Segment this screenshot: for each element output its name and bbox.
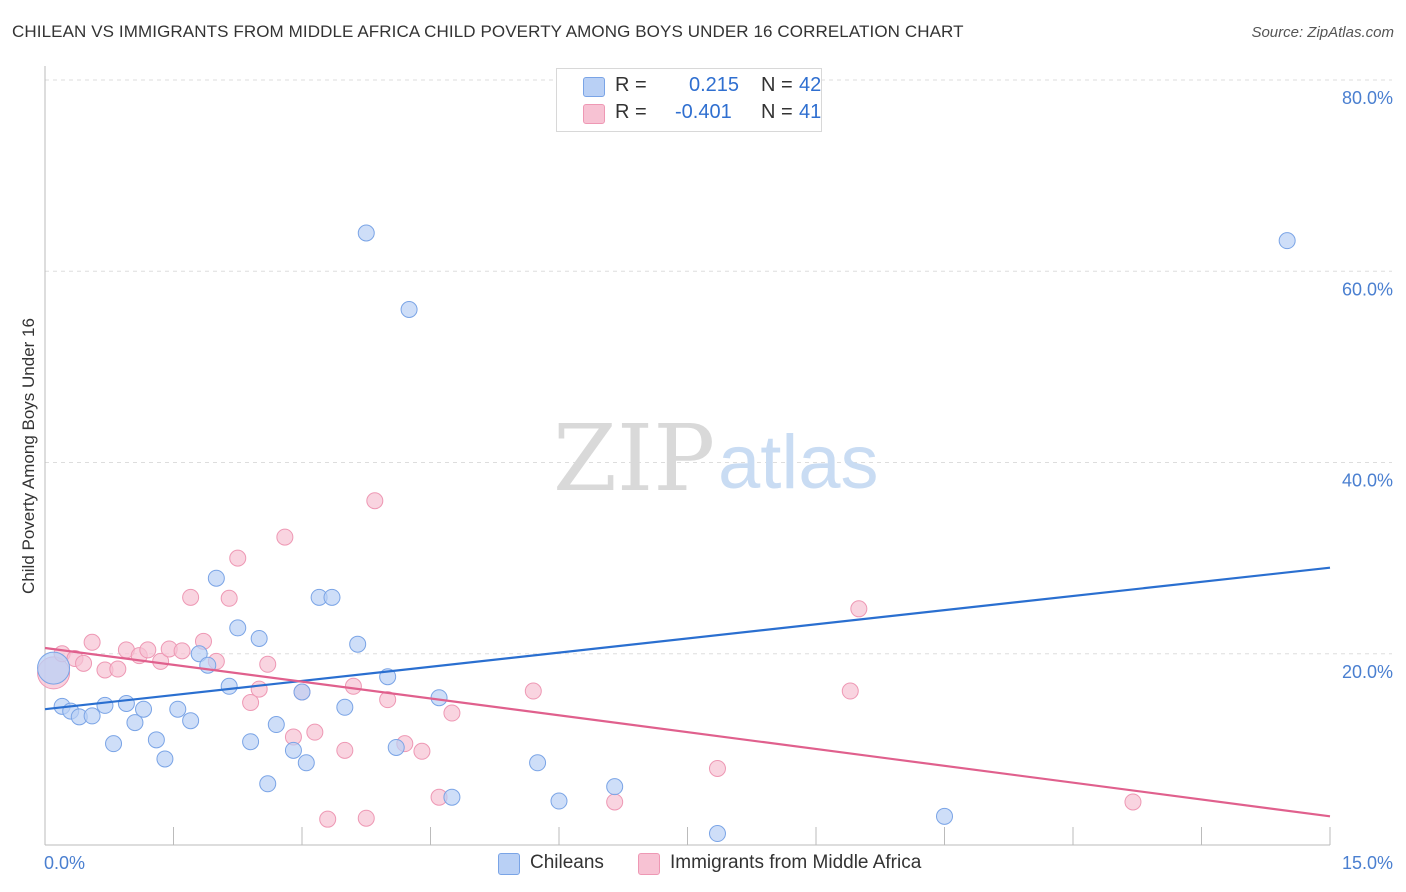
immigrants-point — [276, 528, 294, 546]
immigrants-point — [336, 741, 354, 759]
bottom-legend-swatch-blue — [498, 853, 520, 875]
immigrants-point — [75, 654, 93, 672]
chileans-point — [220, 677, 238, 695]
immigrants-point — [1124, 793, 1142, 811]
chileans-point — [182, 712, 200, 730]
immigrants-point — [379, 691, 397, 709]
immigrants-point — [344, 677, 362, 695]
chileans-point — [284, 741, 302, 759]
chileans-point — [387, 738, 405, 756]
y-tick-label: 60.0% — [1342, 279, 1393, 299]
legend-n-value: 42 — [799, 74, 822, 96]
immigrants-point — [229, 549, 247, 567]
immigrants-point — [841, 682, 859, 700]
chileans-point — [156, 750, 174, 768]
chileans-point — [135, 700, 153, 718]
chileans-point — [229, 619, 247, 637]
x-tick-labels: 0.0% 15.0% — [44, 853, 1393, 873]
stats-legend: R = 0.215 N = 42 R = -0.401 N = 41 — [556, 68, 822, 132]
chileans-point — [550, 792, 568, 810]
immigrants-trend-line — [44, 646, 1331, 818]
legend-n-value: 41 — [799, 101, 822, 123]
immigrants-point — [606, 793, 624, 811]
chileans-point — [293, 683, 311, 701]
chileans-point — [190, 645, 208, 663]
immigrants-point — [357, 809, 375, 827]
chileans-point — [349, 635, 367, 653]
immigrants-point — [250, 680, 268, 698]
y-tick-label: 40.0% — [1342, 471, 1393, 491]
source-credit: Source: ZipAtlas.com — [1251, 24, 1394, 41]
legend-r-label: R = — [615, 101, 647, 123]
chileans-point — [259, 775, 277, 793]
legend-n-label: N = — [761, 101, 793, 123]
chileans-point — [708, 825, 726, 843]
chileans-point — [96, 696, 114, 714]
legend-r-value: -0.401 — [675, 101, 732, 123]
immigrants-point — [173, 642, 191, 660]
chileans-point — [242, 733, 260, 751]
chileans-point — [37, 651, 71, 685]
y-tick-label: 20.0% — [1342, 662, 1393, 682]
y-tick-label: 80.0% — [1342, 88, 1393, 108]
chileans-point — [529, 754, 547, 772]
y-axis-label: Child Poverty Among Boys Under 16 — [19, 318, 38, 594]
chileans-point — [126, 714, 144, 732]
immigrants-point — [306, 723, 324, 741]
immigrants-point — [319, 810, 337, 828]
axes — [44, 66, 1331, 846]
legend-swatch-pink — [583, 104, 605, 124]
chileans-point — [1278, 232, 1296, 250]
chileans-point — [207, 569, 225, 587]
chileans-point — [267, 716, 285, 734]
legend-r-value: 0.215 — [689, 74, 740, 96]
grid — [45, 79, 1392, 655]
immigrants-point — [413, 742, 431, 760]
chileans-point — [357, 224, 375, 242]
immigrants-point — [524, 682, 542, 700]
immigrants-point — [443, 704, 461, 722]
bottom-legend-label: Immigrants from Middle Africa — [670, 852, 922, 873]
chileans-point — [336, 698, 354, 716]
immigrants-point — [139, 641, 157, 659]
chileans-point — [400, 301, 418, 318]
y-tick-labels: 20.0% 40.0% 60.0% 80.0% — [1342, 88, 1393, 682]
chileans-point — [936, 807, 953, 825]
chileans-point — [430, 689, 448, 707]
chileans-trend-line — [44, 566, 1331, 711]
chart-title: CHILEAN VS IMMIGRANTS FROM MIDDLE AFRICA… — [12, 22, 964, 41]
chileans-point — [297, 754, 315, 772]
immigrants-point — [220, 589, 238, 607]
immigrants-point — [242, 694, 260, 712]
chileans-point — [606, 778, 624, 796]
chileans-point — [323, 588, 341, 606]
immigrants-point — [708, 760, 726, 777]
legend-n-label: N = — [761, 74, 793, 96]
series-chileans — [37, 224, 1296, 843]
trend-lines — [44, 566, 1331, 818]
legend-r-label: R = — [615, 74, 647, 96]
chileans-point — [117, 694, 135, 712]
x-tick-label: 15.0% — [1342, 853, 1393, 873]
immigrants-point — [83, 633, 101, 651]
immigrants-point — [366, 492, 384, 510]
chileans-point — [169, 700, 187, 718]
watermark-zip: ZIP — [553, 405, 715, 512]
watermark: ZIP atlas — [553, 405, 879, 512]
bottom-legend-label: Chileans — [530, 852, 604, 873]
legend-swatch-blue — [583, 77, 605, 97]
immigrants-point — [109, 660, 127, 678]
watermark-atlas: atlas — [718, 420, 879, 505]
immigrants-point — [182, 588, 200, 606]
chileans-point — [83, 707, 101, 725]
chileans-point — [443, 788, 461, 806]
immigrants-point — [259, 655, 277, 673]
chileans-point — [147, 731, 165, 749]
chileans-point — [250, 629, 268, 647]
chileans-point — [105, 735, 123, 753]
immigrants-point — [850, 600, 868, 618]
x-tick-label: 0.0% — [44, 853, 85, 873]
bottom-legend-swatch-pink — [638, 853, 660, 875]
